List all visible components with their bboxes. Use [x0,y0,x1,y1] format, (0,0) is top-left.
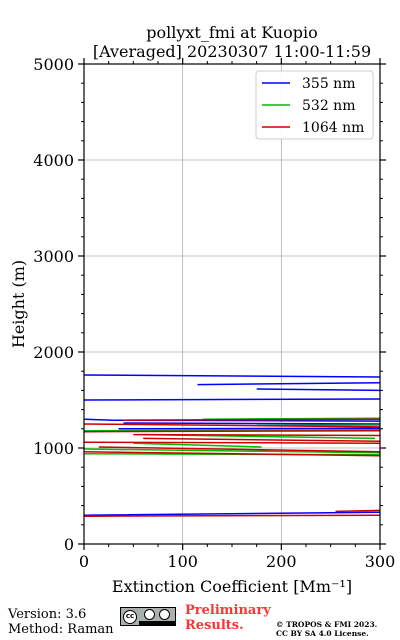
series-line-355-nm [84,398,380,401]
cc-sa-icon [159,609,170,620]
preliminary-results-label: Preliminary Results. [185,603,271,633]
cc-by-icon [144,609,155,620]
preliminary-line-1: Preliminary [185,603,271,618]
chart-title: pollyxt_fmi at Kuopio [146,23,317,42]
copyright-line-1: © TROPOS & FMI 2023. [276,620,378,629]
cc-badge-strip [139,621,175,625]
series-line-532-nm [133,442,262,448]
cc-license-badge: cc [120,607,176,626]
x-tick-label: 0 [79,552,89,571]
method-text: Method: Raman [8,622,114,637]
copyright-notice: © TROPOS & FMI 2023. CC BY SA 4.0 Licens… [276,620,377,638]
series-line-1064-nm [123,418,380,421]
cc-logo-icon: cc [123,610,137,624]
series-line-532-nm [84,448,380,454]
legend-box [255,70,374,140]
y-tick-label: 3000 [33,247,74,266]
y-tick-label: 0 [64,535,74,554]
axis-ticks [78,58,386,550]
series-line-355-nm [118,427,380,430]
legend-label: 355 nm [302,76,355,92]
series-line-355-nm [84,418,380,422]
series-line-1064-nm [143,437,380,443]
series-line-1064-nm [84,441,380,444]
series-line-1064-nm [84,429,380,433]
legend-label: 532 nm [302,98,355,114]
x-tick-label: 200 [266,552,297,571]
y-axis-label: Height (m) [9,260,28,348]
series-line-355-nm [197,381,380,386]
chart-subtitle: [Averaged] 20230307 11:00-11:59 [93,42,371,61]
series-line-1064-nm [84,423,380,428]
series-line-355-nm [84,511,380,518]
y-tick-label: 5000 [33,55,74,74]
legend-label: 1064 nm [302,120,364,136]
preliminary-line-2: Results. [185,618,244,633]
extinction-profile-chart: pollyxt_fmi at Kuopio [Averaged] 2023030… [9,23,395,596]
y-tick-label: 4000 [33,151,74,170]
y-tick-label: 2000 [33,343,74,362]
series-line-355-nm [256,388,380,392]
x-axis-label: Extinction Coefficient [Mm⁻¹] [112,577,352,596]
series-line-1064-nm [335,509,380,513]
series-line-355-nm [123,422,380,425]
series-line-532-nm [84,429,380,432]
data-lines [84,374,380,518]
series-line-1064-nm [98,446,380,453]
copyright-line-2: CC BY SA 4.0 License. [276,629,369,638]
legend: 355 nm 532 nm 1064 nm [255,70,374,140]
x-tick-label: 100 [167,552,198,571]
series-line-1064-nm [84,451,380,457]
version-text: Version: 3.6 [8,607,87,622]
series-line-1064-nm [84,514,380,518]
y-tick-label: 1000 [33,439,74,458]
x-tick-label: 300 [365,552,396,571]
series-line-1064-nm [133,433,380,437]
series-line-355-nm [84,374,380,378]
